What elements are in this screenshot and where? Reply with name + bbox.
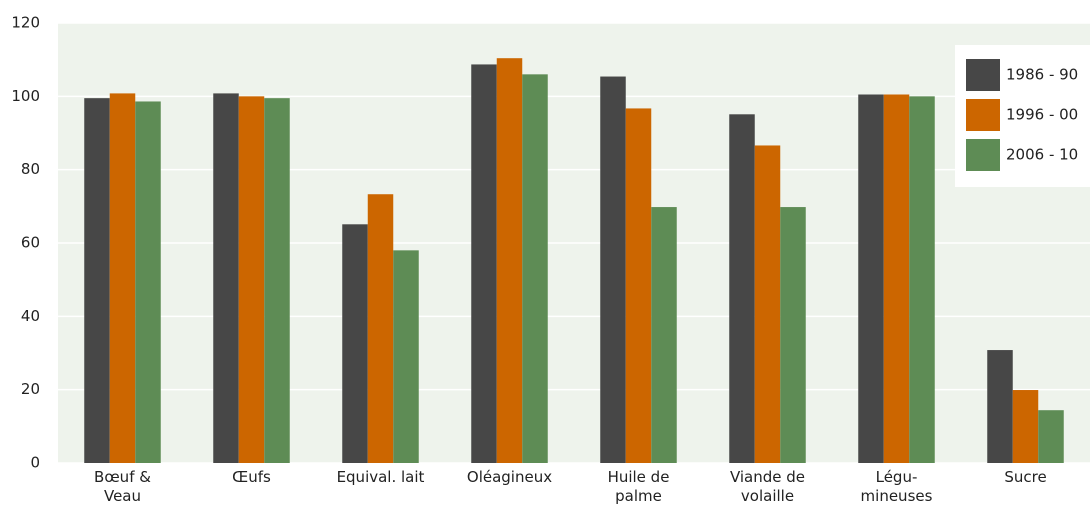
y-tick-label: 60 — [21, 234, 40, 252]
bar — [213, 93, 239, 464]
y-tick-label: 20 — [21, 380, 40, 398]
legend-swatch — [966, 59, 1000, 91]
y-tick-label: 40 — [21, 307, 40, 325]
legend-label: 2006 - 10 — [1006, 146, 1078, 164]
legend-label: 1986 - 90 — [1006, 66, 1078, 84]
bar — [367, 194, 394, 463]
bar — [625, 108, 652, 463]
bar — [987, 350, 1013, 463]
bar — [264, 98, 290, 464]
x-tick-label: Equival. lait — [336, 468, 425, 486]
x-tick-label: Œufs — [232, 468, 271, 486]
bar — [883, 94, 910, 463]
bar — [496, 58, 523, 463]
x-tick-label: Huile de palme — [607, 468, 670, 505]
bar — [1038, 410, 1064, 463]
bar — [238, 96, 265, 463]
legend-label: 1996 - 00 — [1006, 106, 1078, 124]
bar — [858, 94, 884, 463]
bar — [729, 114, 755, 464]
bar — [600, 76, 626, 464]
bar — [84, 98, 110, 464]
bar — [135, 101, 161, 463]
x-tick-label: Oléagineux — [466, 468, 553, 486]
bar — [342, 224, 368, 463]
y-tick-label: 80 — [21, 160, 40, 178]
legend-swatch — [966, 99, 1000, 131]
legend-swatch — [966, 139, 1000, 171]
x-tick-label: Sucre — [1004, 468, 1047, 486]
bar — [909, 96, 935, 463]
bar — [651, 207, 677, 463]
bar — [522, 74, 548, 463]
y-tick-label: 100 — [11, 87, 40, 105]
bar — [109, 93, 136, 464]
x-tick-label: Viande de volaille — [729, 468, 806, 505]
bar — [471, 64, 497, 463]
bar — [780, 207, 806, 463]
y-tick-label: 120 — [11, 14, 40, 32]
y-tick-label: 0 — [30, 454, 40, 472]
x-tick-label: Légu- mineuses — [860, 468, 933, 505]
bar — [1012, 390, 1039, 463]
x-tick-label: Bœuf & Veau — [94, 468, 151, 505]
bar — [393, 250, 419, 463]
bar — [754, 145, 781, 463]
